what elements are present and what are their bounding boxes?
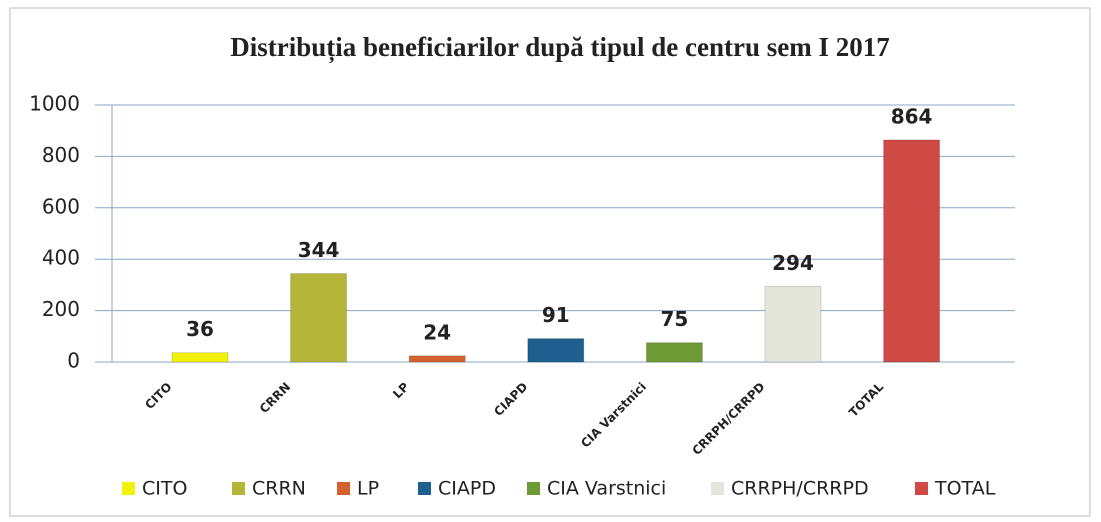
legend-swatch <box>915 482 928 495</box>
legend-swatch <box>232 482 245 495</box>
legend-label: TOTAL <box>934 478 996 500</box>
legend-label: CRRN <box>252 478 306 500</box>
bar <box>408 355 466 363</box>
bar <box>764 285 822 363</box>
legend-label: LP <box>357 478 379 500</box>
data-label: 344 <box>298 238 340 262</box>
bar <box>883 139 941 363</box>
y-tick-label: 600 <box>42 194 80 218</box>
data-label: 75 <box>660 307 688 331</box>
bar <box>527 338 585 363</box>
legend-label: CIAPD <box>438 478 496 500</box>
bar <box>290 273 348 363</box>
legend-swatch <box>122 482 135 495</box>
y-tick-label: 1000 <box>29 92 80 116</box>
legend-swatch <box>527 482 540 495</box>
y-tick-label: 400 <box>42 246 80 270</box>
bar <box>645 342 703 363</box>
data-label: 864 <box>891 104 933 128</box>
y-tick-label: 200 <box>42 297 80 321</box>
chart-title: Distribuția beneficiarilor după tipul de… <box>230 32 890 63</box>
legend-swatch <box>711 482 724 495</box>
legend-label: CRRPH/CRRPD <box>731 478 869 500</box>
data-label: 36 <box>186 317 214 341</box>
bar <box>171 352 229 363</box>
data-label: 24 <box>423 320 451 344</box>
data-label: 91 <box>542 303 570 327</box>
y-tick-label: 0 <box>67 349 80 373</box>
legend-label: CIA Varstnici <box>547 478 666 500</box>
data-label: 294 <box>772 251 814 275</box>
legend-label: CITO <box>142 478 187 500</box>
legend-swatch <box>418 482 431 495</box>
y-tick-label: 800 <box>42 143 80 167</box>
legend-swatch <box>337 482 350 495</box>
